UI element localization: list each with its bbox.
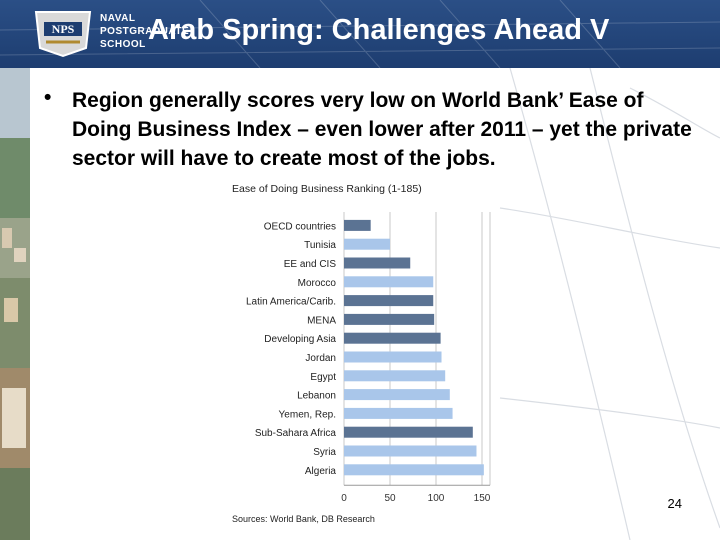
bar-mena <box>344 313 435 325</box>
category-label: MENA <box>307 315 336 326</box>
chart-panel: Ease of Doing Business Ranking (1-185) 0 5… <box>226 176 494 528</box>
x-tick-label: 150 <box>474 493 491 504</box>
school-name-line-3: SCHOOL <box>100 39 146 50</box>
category-label: Yemen, Rep. <box>279 409 336 420</box>
bullet-marker: • <box>44 86 52 109</box>
bar-oecd-countries <box>344 219 371 231</box>
slide-title: Arab Spring: Challenges Ahead V <box>148 14 610 46</box>
nps-logo: NPS <box>34 11 92 58</box>
category-label: Lebanon <box>297 391 336 402</box>
background-map-lines <box>499 68 720 540</box>
header-grid-pattern <box>0 0 720 68</box>
chart-source: Sources: World Bank, DB Research <box>232 514 375 524</box>
bar-sub-sahara-africa <box>344 426 473 438</box>
bar-algeria <box>344 464 484 476</box>
x-tick-label: 0 <box>341 493 347 504</box>
bar-jordan <box>344 351 442 363</box>
page-number: 24 <box>667 496 682 511</box>
bar-latin-america-carib <box>344 295 434 307</box>
school-name: NAVAL POSTGRADUATE SCHOOL <box>100 12 189 51</box>
bar-morocco <box>344 276 434 288</box>
category-label: Tunisia <box>304 240 336 251</box>
bar-egypt <box>344 370 446 382</box>
category-label: Latin America/Carib. <box>246 297 336 308</box>
x-tick-label: 100 <box>428 493 445 504</box>
logo-badge-text: NPS <box>52 22 75 36</box>
category-label: OECD countries <box>264 221 336 232</box>
chart-title: Ease of Doing Business Ranking (1-185) <box>232 183 422 195</box>
school-name-line-1: NAVAL <box>100 13 136 24</box>
bar-syria <box>344 445 477 457</box>
bullet-text: Region generally scores very low on Worl… <box>72 89 692 170</box>
school-name-line-2: POSTGRADUATE <box>100 26 190 37</box>
category-label: Sub-Sahara Africa <box>255 428 337 439</box>
category-label: Jordan <box>305 353 336 364</box>
category-label: Morocco <box>298 278 337 289</box>
x-tick-label: 50 <box>384 493 396 504</box>
category-label: EE and CIS <box>284 259 337 270</box>
bar-chart: Ease of Doing Business Ranking (1-185) 0 5… <box>232 183 491 524</box>
campus-photo <box>0 68 30 540</box>
bar-ee-and-cis <box>344 257 411 269</box>
bar-yemen-rep <box>344 407 453 419</box>
category-label: Developing Asia <box>264 334 336 345</box>
bar-developing-asia <box>344 332 441 344</box>
category-label: Algeria <box>305 466 337 477</box>
bar-lebanon <box>344 389 450 401</box>
category-label: Egypt <box>310 372 336 383</box>
category-label: Syria <box>313 447 336 458</box>
header-band: NPS NAVAL POSTGRADUATE SCHOOL Arab Sprin… <box>0 0 720 68</box>
bar-tunisia <box>344 238 390 250</box>
